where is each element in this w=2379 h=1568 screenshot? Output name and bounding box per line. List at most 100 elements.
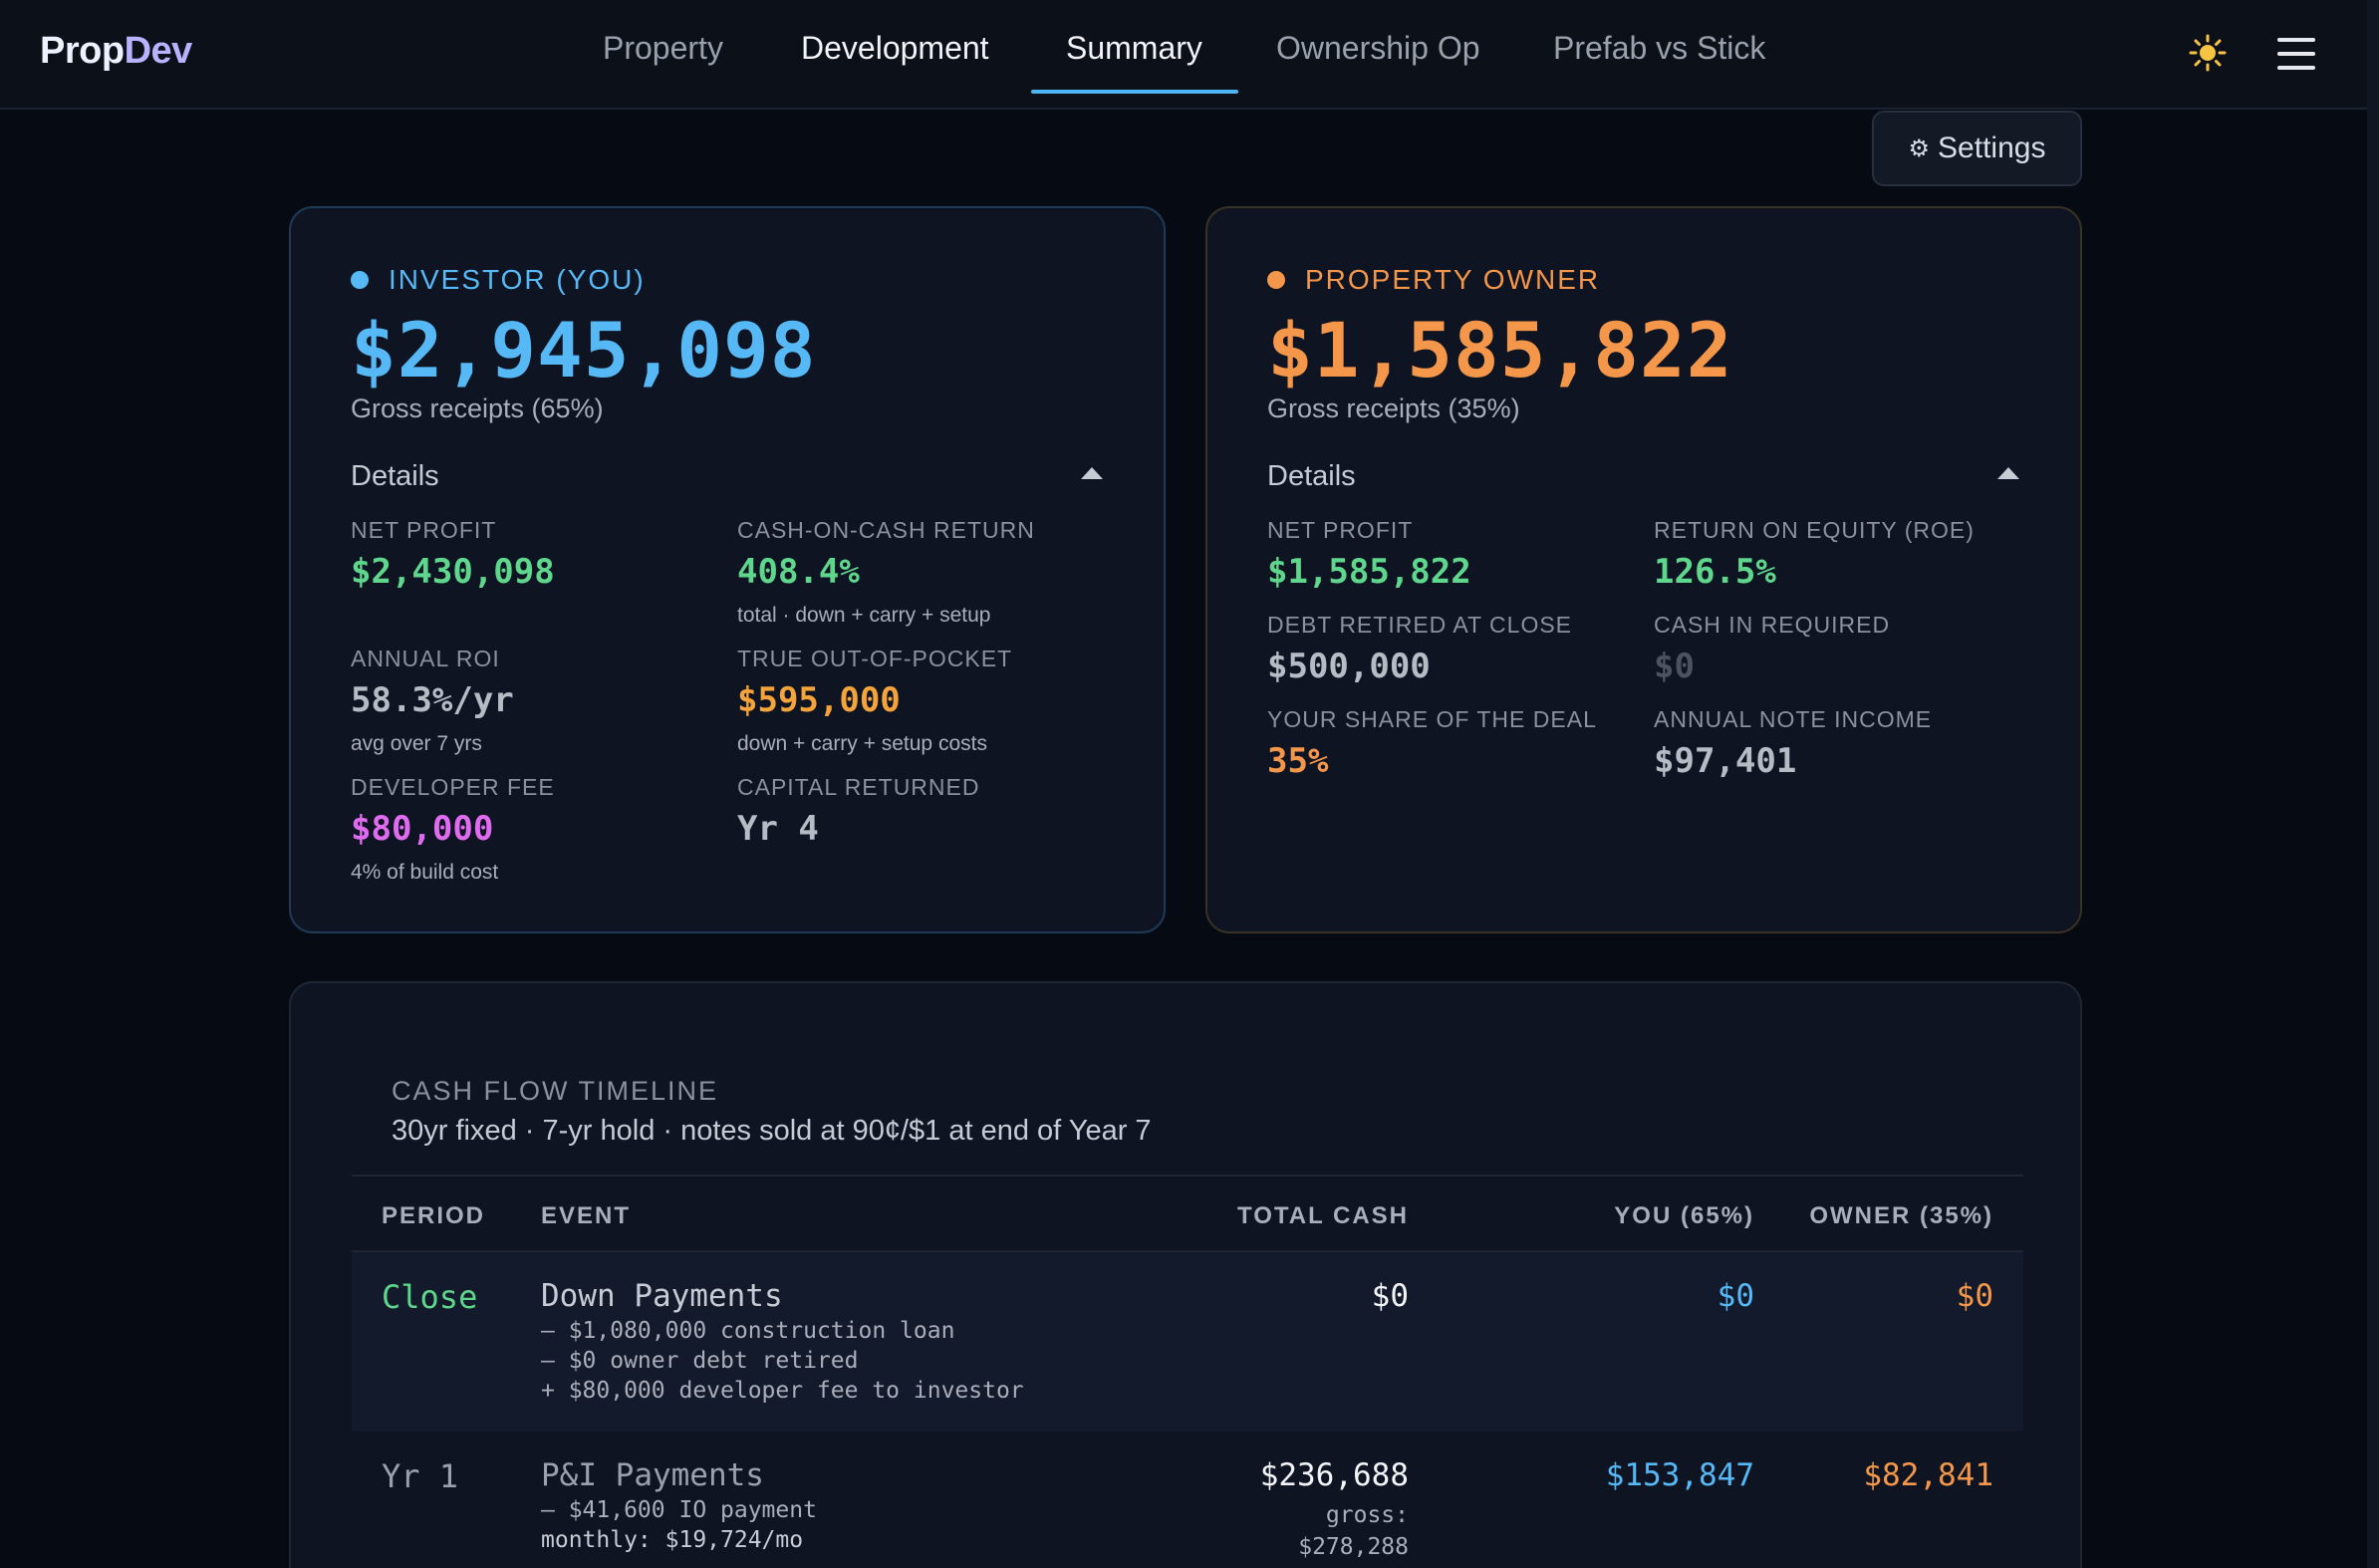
investor-cash-on-cash: CASH-ON-CASH RETURN 408.4% total · down … [737, 517, 1116, 628]
metric-label: TRUE OUT-OF-POCKET [737, 646, 1013, 671]
metric-value: $0 [1654, 647, 1695, 686]
metric-sub: avg over 7 yrs [351, 732, 482, 755]
metric-value: 35% [1267, 741, 1329, 781]
investor-card: INVESTOR (YOU) $2,945,098 Gross receipts… [289, 206, 1166, 933]
owner-details-toggle[interactable]: Details [1267, 460, 1356, 492]
cash-flow-panel: CASH FLOW TIMELINE 30yr fixed · 7-yr hol… [289, 981, 2082, 1568]
metric-sub: total · down + carry + setup [737, 604, 991, 627]
investor-capital-returned: CAPITAL RETURNED Yr 4 [737, 774, 1116, 849]
col-owner: OWNER (35%) [1809, 1202, 1993, 1229]
owner-share: YOUR SHARE OF THE DEAL 35% [1267, 706, 1646, 781]
metric-value: $500,000 [1267, 647, 1431, 686]
logo-dev: Dev [124, 30, 193, 72]
metric-label: NET PROFIT [351, 517, 497, 543]
owner-cash-in-required: CASH IN REQUIRED $0 [1654, 612, 2032, 686]
col-you: YOU (65%) [1614, 1202, 1754, 1229]
metric-value: $595,000 [737, 680, 901, 720]
cash-flow-subtitle: 30yr fixed · 7-yr hold · notes sold at 9… [392, 1115, 1152, 1147]
investor-collapse-caret-icon[interactable] [1081, 467, 1103, 479]
row-you: $153,847 [1605, 1457, 1754, 1493]
row-event-line: + $80,000 developer fee to investor [541, 1378, 1024, 1404]
row-event: Down Payments – $1,080,000 construction … [541, 1278, 1024, 1404]
owner-heading-text: PROPERTY OWNER [1305, 264, 1601, 295]
table-header: PERIOD EVENT TOTAL CASH YOU (65%) OWNER … [352, 1175, 2023, 1252]
col-period: PERIOD [382, 1202, 486, 1229]
row-event-line: – $0 owner debt retired [541, 1348, 859, 1374]
row-gross-value: $278,288 [1298, 1534, 1409, 1560]
investor-details-toggle[interactable]: Details [351, 460, 439, 492]
row-total-value: $236,688 [1259, 1457, 1409, 1493]
logo-prop: Prop [40, 30, 125, 72]
owner-net-profit: NET PROFIT $1,585,822 [1267, 517, 1646, 592]
metric-sub: down + carry + setup costs [737, 732, 987, 755]
metric-label: RETURN ON EQUITY (ROE) [1654, 517, 1975, 543]
page-scrollbar[interactable] [2367, 0, 2379, 1568]
tab-prefab-vs-stick[interactable]: Prefab vs Stick [1553, 30, 1766, 66]
row-event-line: – $1,080,000 construction loan [541, 1318, 955, 1344]
metric-label: CAPITAL RETURNED [737, 774, 980, 800]
row-you: $0 [1717, 1278, 1754, 1314]
metric-label: ANNUAL NOTE INCOME [1654, 706, 1933, 732]
metric-value: $2,430,098 [351, 552, 555, 592]
active-tab-indicator [1031, 90, 1238, 94]
settings-label: Settings [1938, 131, 2046, 164]
owner-heading: PROPERTY OWNER [1267, 264, 1600, 296]
gear-icon: ⚙ [1908, 134, 1931, 162]
cash-flow-title: CASH FLOW TIMELINE [392, 1076, 719, 1106]
metric-value: $80,000 [351, 809, 494, 849]
row-owner: $82,841 [1863, 1457, 1993, 1493]
tab-property[interactable]: Property [603, 30, 723, 66]
investor-amount: $2,945,098 [351, 306, 817, 394]
investor-gross-label: Gross receipts (65%) [351, 393, 604, 423]
tab-development[interactable]: Development [801, 30, 989, 66]
owner-annual-note-income: ANNUAL NOTE INCOME $97,401 [1654, 706, 2032, 781]
row-total-cash: $0 [1371, 1278, 1409, 1314]
owner-debt-retired: DEBT RETIRED AT CLOSE $500,000 [1267, 612, 1646, 686]
row-event-line: monthly: $19,724/mo [541, 1527, 804, 1553]
row-event-title: P&I Payments [541, 1457, 764, 1493]
row-event-title: Down Payments [541, 1278, 783, 1314]
tab-ownership-op[interactable]: Ownership Op [1276, 30, 1480, 66]
investor-heading-text: INVESTOR (YOU) [389, 264, 646, 295]
table-row[interactable]: Yr 1 P&I Payments – $41,600 IO payment m… [352, 1432, 2023, 1568]
metric-label: CASH-ON-CASH RETURN [737, 517, 1035, 543]
owner-collapse-caret-icon[interactable] [1997, 467, 2019, 479]
investor-out-of-pocket: TRUE OUT-OF-POCKET $595,000 down + carry… [737, 646, 1116, 756]
owner-roe: RETURN ON EQUITY (ROE) 126.5% [1654, 517, 2032, 592]
settings-button[interactable]: ⚙ Settings [1872, 111, 2082, 186]
metric-label: YOUR SHARE OF THE DEAL [1267, 706, 1597, 732]
sun-icon[interactable] [2189, 34, 2227, 72]
app-logo[interactable]: PropDev [40, 30, 192, 73]
col-total-cash: TOTAL CASH [1236, 1202, 1409, 1229]
metric-label: ANNUAL ROI [351, 646, 500, 671]
row-gross-label: gross: [1325, 1502, 1409, 1528]
investor-heading: INVESTOR (YOU) [351, 264, 646, 296]
investor-annual-roi: ANNUAL ROI 58.3%/yr avg over 7 yrs [351, 646, 729, 756]
metric-label: CASH IN REQUIRED [1654, 612, 1891, 638]
metric-value: $1,585,822 [1267, 552, 1471, 592]
metric-value: $97,401 [1654, 741, 1797, 781]
investor-dot-icon [351, 271, 369, 289]
row-event-line: – $41,600 IO payment [541, 1497, 817, 1523]
investor-developer-fee: DEVELOPER FEE $80,000 4% of build cost [351, 774, 729, 885]
owner-dot-icon [1267, 271, 1285, 289]
owner-card: PROPERTY OWNER $1,585,822 Gross receipts… [1205, 206, 2082, 933]
hamburger-menu-icon[interactable] [2277, 38, 2315, 70]
owner-gross-label: Gross receipts (35%) [1267, 393, 1520, 423]
row-owner: $0 [1956, 1278, 1993, 1314]
metric-label: NET PROFIT [1267, 517, 1414, 543]
tab-summary[interactable]: Summary [1066, 30, 1202, 66]
row-total-cash: $236,688 gross: $278,288 [1260, 1457, 1409, 1563]
metric-sub: 4% of build cost [351, 861, 499, 884]
metric-value: 408.4% [737, 552, 860, 592]
owner-amount: $1,585,822 [1267, 306, 1733, 394]
table-row[interactable]: Close Down Payments – $1,080,000 constru… [352, 1252, 2023, 1432]
metric-value: Yr 4 [737, 809, 819, 849]
metric-label: DEVELOPER FEE [351, 774, 555, 800]
metric-label: DEBT RETIRED AT CLOSE [1267, 612, 1573, 638]
row-event: P&I Payments – $41,600 IO payment monthl… [541, 1457, 817, 1553]
metric-value: 58.3%/yr [351, 680, 514, 720]
metric-value: 126.5% [1654, 552, 1776, 592]
row-period: Close [382, 1278, 478, 1316]
investor-net-profit: NET PROFIT $2,430,098 [351, 517, 729, 592]
